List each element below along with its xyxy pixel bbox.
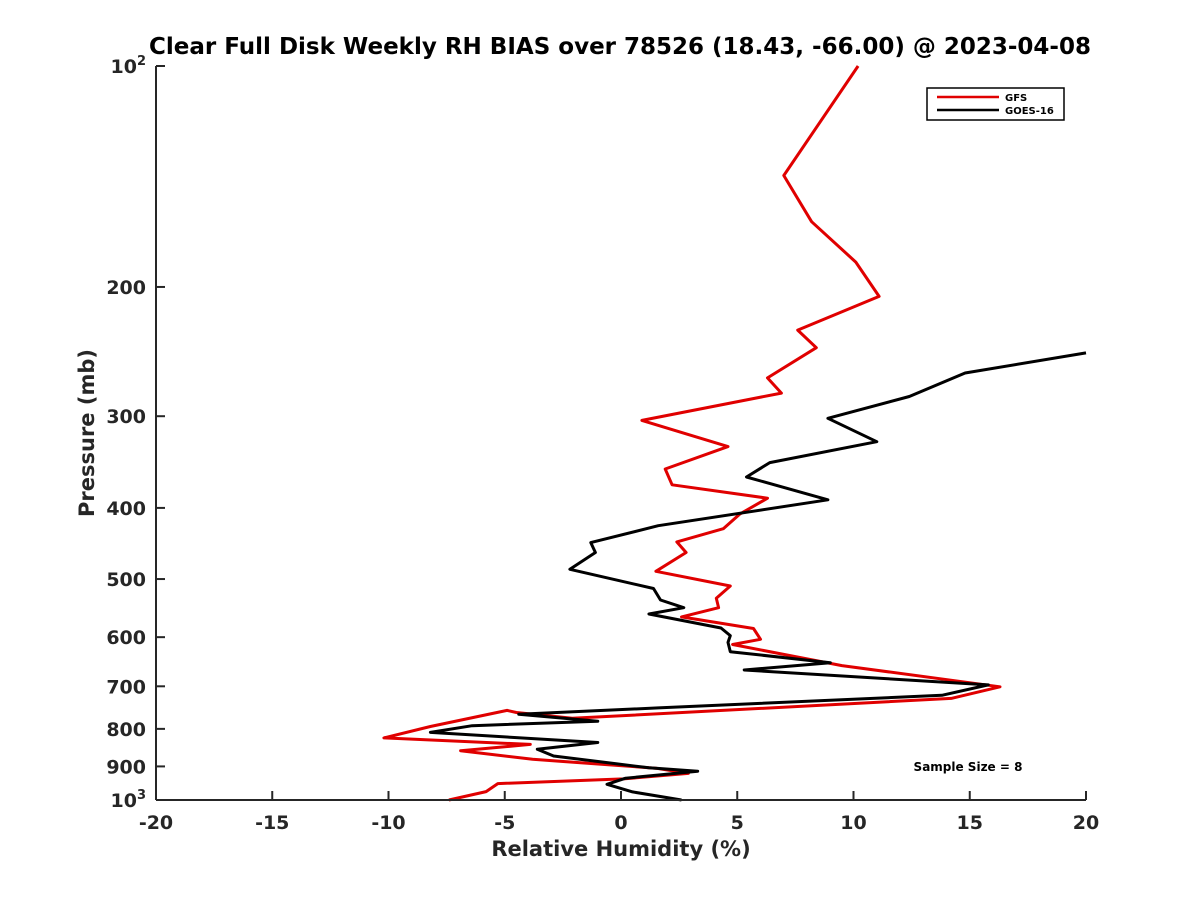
x-ticks: -20 -15 -10 -5 0 5 10 15 20 [139, 791, 1099, 834]
legend: GFS GOES-16 [926, 87, 1065, 121]
x-tick-label: -20 [139, 812, 173, 834]
sample-size-annotation: Sample Size = 8 [914, 760, 1023, 774]
y-tick-label: 500 [106, 569, 146, 591]
series-line-gfs [382, 65, 1002, 802]
legend-label-goes16: GOES-16 [1005, 106, 1054, 117]
y-axis-label: Pressure (mb) [75, 349, 99, 517]
y-ticks: 102 200 300 400 500 600 700 800 900 103 [106, 54, 165, 812]
y-tick-label: 600 [106, 627, 146, 649]
y-tick-label: 700 [106, 676, 146, 698]
y-tick-label: 800 [106, 719, 146, 741]
x-tick-label: 0 [614, 812, 627, 834]
x-tick-label: -5 [494, 812, 515, 834]
y-tick-label: 300 [106, 406, 146, 428]
axes [155, 66, 1086, 801]
chart-title: Clear Full Disk Weekly RH BIAS over 7852… [149, 34, 1091, 60]
series-line-goes-16 [428, 351, 1087, 802]
legend-label-gfs: GFS [1005, 93, 1027, 104]
x-tick-label: -10 [371, 812, 405, 834]
x-tick-label: -15 [255, 812, 289, 834]
x-tick-label: 15 [957, 812, 983, 834]
y-tick-label: 200 [106, 277, 146, 299]
y-tick-label: 900 [106, 756, 146, 778]
x-tick-label: 10 [840, 812, 866, 834]
x-tick-label: 5 [731, 812, 744, 834]
x-tick-label: 20 [1073, 812, 1099, 834]
series-layer [382, 65, 1087, 802]
legend-box [926, 87, 1065, 121]
y-tick-label: 102 [111, 54, 147, 78]
y-tick-label: 400 [106, 498, 146, 520]
y-tick-label: 103 [111, 788, 147, 812]
x-axis-label: Relative Humidity (%) [491, 837, 750, 861]
